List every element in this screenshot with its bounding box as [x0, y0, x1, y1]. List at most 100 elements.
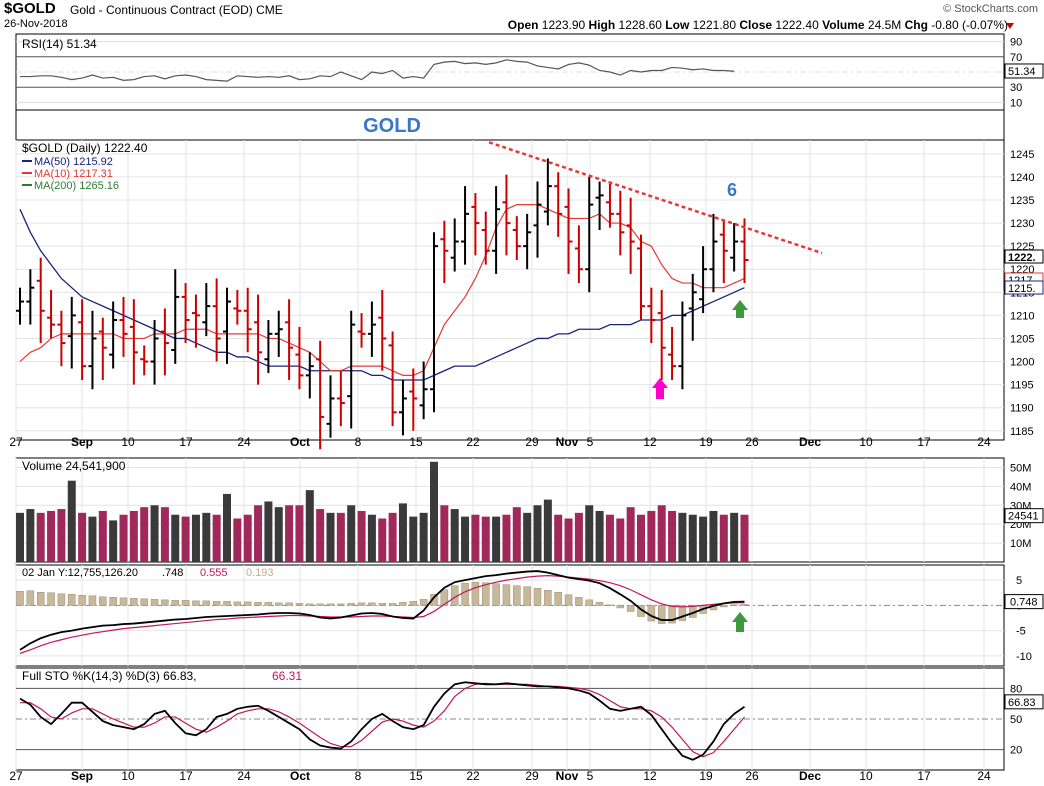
macd-histogram-bar [678, 605, 687, 621]
volume-bar [719, 514, 728, 562]
volume-bar [109, 520, 118, 562]
macd-histogram-bar [16, 591, 24, 606]
macd-histogram-bar [161, 599, 169, 606]
macd-histogram-bar [740, 604, 749, 606]
symbol-label: $GOLD [4, 0, 56, 17]
macd-legend: 02 Jan Y:12,755,126.20 [22, 567, 138, 579]
macd-histogram-bar [419, 599, 428, 606]
macd-histogram-bar [150, 599, 159, 606]
x-tick-label-bottom: 5 [587, 769, 594, 783]
macd-histogram-bar [585, 599, 593, 606]
macd-signal-line [19, 575, 745, 654]
volume-bar [440, 505, 449, 562]
sto-y-tick: 80 [1010, 683, 1022, 695]
volume-bar [626, 507, 635, 562]
rsi-legend: RSI(14) 51.34 [22, 37, 97, 51]
x-tick-label-bottom: 17 [179, 769, 193, 783]
rsi-line [20, 59, 735, 82]
x-tick-label: Sep [71, 435, 93, 449]
price-y-tick: 1235 [1010, 195, 1034, 207]
price-y-tick: 1245 [1010, 149, 1034, 161]
x-tick-label-bottom: Dec [799, 769, 821, 783]
volume-bar [316, 509, 325, 562]
sto-last-value: 66.83 [1008, 697, 1036, 709]
macd-histogram-bar [254, 602, 262, 606]
volume-y-tick: 10M [1010, 538, 1031, 550]
volume-bar [305, 490, 314, 562]
x-tick-label: 24 [237, 435, 251, 449]
x-tick-label-bottom: 10 [121, 769, 135, 783]
macd-histogram-bar [513, 585, 521, 606]
close-label: Close [739, 18, 773, 32]
exchange-label: CME [256, 3, 283, 17]
volume-y-tick: 50M [1010, 462, 1031, 474]
macd-histogram-bar [399, 602, 407, 606]
x-tick-label-bottom: 27 [9, 769, 23, 783]
volume-bar [367, 514, 376, 562]
macd-last-value: 0.748 [1010, 597, 1038, 609]
macd-histogram-bar [285, 602, 293, 606]
volume-bar [699, 516, 708, 562]
macd-histogram-bar [337, 603, 345, 606]
macd-legend-value: 0.555 [200, 567, 228, 579]
volume-bar [171, 514, 180, 562]
contract-description: Gold - Continuous Contract (EOD) CME [70, 3, 283, 17]
x-tick-label: 10 [859, 435, 873, 449]
x-tick-label: 19 [699, 435, 713, 449]
volume-bar [461, 516, 470, 562]
price-y-tick: 1195 [1010, 380, 1034, 392]
x-tick-label: 10 [121, 435, 135, 449]
macd-histogram-bar [626, 605, 635, 612]
x-tick-label-bottom: 24 [977, 769, 991, 783]
price-y-tick: 1185 [1010, 426, 1034, 438]
macd-histogram-bar [181, 600, 190, 606]
volume-bar [119, 514, 128, 562]
volume-y-tick: 30M [1010, 500, 1031, 512]
volume-bar [574, 512, 583, 562]
macd-histogram-bar [730, 604, 738, 606]
macd-histogram-bar [606, 604, 614, 606]
macd-y-tick: 5 [1016, 575, 1022, 587]
volume-bar [243, 514, 252, 562]
volume-bar [471, 514, 480, 562]
x-tick-label: 27 [9, 435, 23, 449]
chart-header: $GOLD Gold - Continuous Contract (EOD) C… [0, 0, 1044, 34]
macd-histogram-bar [36, 592, 45, 606]
x-tick-label-bottom: 10 [859, 769, 873, 783]
sto-last-value-box [1004, 694, 1044, 710]
price-y-tick: 1190 [1010, 403, 1034, 415]
magenta-up-arrow-icon [652, 378, 668, 399]
resistance-trendline [488, 141, 823, 255]
macd-line [19, 570, 745, 651]
gold-annotation: GOLD [363, 115, 421, 137]
x-tick-label-bottom: Oct [290, 769, 310, 783]
price-legend-item: MA(200) 1265.16 [34, 180, 119, 192]
volume-bar [88, 516, 97, 562]
macd-y-tick: -10 [1016, 651, 1032, 663]
sto-y-tick: 20 [1010, 745, 1022, 757]
x-tick-label: Dec [799, 435, 821, 449]
x-tick-label: 15 [409, 435, 423, 449]
macd-histogram-bar [223, 601, 231, 606]
sto-legend: Full STO %K(14,3) %D(3) 66.83, [22, 669, 197, 683]
volume-bar [36, 512, 45, 562]
x-tick-label-bottom: 29 [525, 769, 539, 783]
x-tick-label: Nov [556, 435, 579, 449]
price-panel-border [15, 139, 1005, 441]
volume-bar [254, 505, 263, 562]
price-y-tick: 1230 [1010, 218, 1034, 230]
volume-bar [326, 512, 335, 562]
volume-last-value: 24541 [1008, 511, 1039, 523]
x-tick-label-bottom: 12 [643, 769, 657, 783]
volume-bar [688, 514, 697, 562]
sto-y-tick: 50 [1010, 714, 1022, 726]
macd-histogram-bar [275, 602, 283, 606]
macd-histogram-bar [192, 600, 200, 606]
macd-histogram-bar [595, 602, 604, 606]
volume-bar [678, 512, 687, 562]
x-tick-label: 12 [643, 435, 657, 449]
macd-histogram-bar [212, 601, 221, 606]
macd-histogram-bar [264, 602, 273, 606]
volume-bar [388, 512, 397, 562]
macd-legend-value: 0.193 [246, 567, 274, 579]
